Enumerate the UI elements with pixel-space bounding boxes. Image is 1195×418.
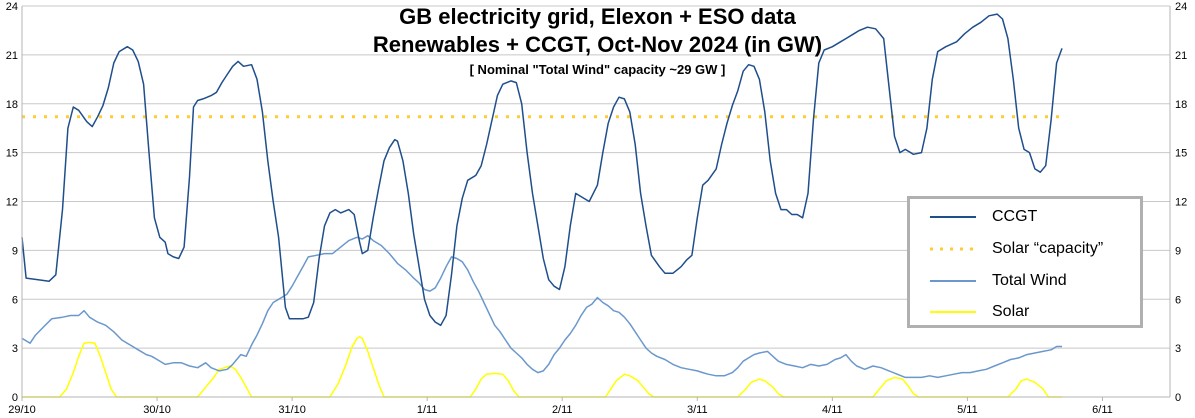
legend-item-solar-capacity: Solar “capacity”	[928, 239, 1103, 259]
y-tick-label-left: 12	[6, 197, 18, 209]
y-tick-label-left: 18	[6, 99, 18, 111]
chart-note: [ Nominal "Total Wind" capacity ~29 GW ]	[469, 62, 726, 77]
y-tick-labels-left: 0 3 6 9 12 15 18 21 24	[6, 1, 18, 404]
x-tick-label: 1/11	[417, 404, 438, 416]
y-tick-label-left: 6	[12, 294, 18, 306]
y-tick-label-left: 24	[6, 1, 18, 13]
y-tick-label-right: 18	[1175, 99, 1187, 111]
legend-label-solar: Solar	[992, 303, 1030, 320]
x-tick-label: 3/11	[687, 404, 708, 416]
legend-label-total-wind: Total Wind	[992, 272, 1067, 289]
y-tick-label-right: 3	[1175, 343, 1181, 355]
legend-item-solar: Solar	[928, 302, 1029, 322]
y-tick-label-left: 15	[6, 148, 18, 160]
x-tick-label: 5/11	[957, 404, 978, 416]
chart-subtitle: Renewables + CCGT, Oct-Nov 2024 (in GW)	[372, 32, 823, 57]
x-tick-label: 29/10	[8, 404, 36, 416]
legend: CCGT Solar “capacity” Total Wind Solar	[907, 196, 1143, 328]
y-tick-label-right: 9	[1175, 245, 1181, 257]
grid-lines	[22, 5, 1170, 398]
legend-item-ccgt: CCGT	[928, 207, 1037, 227]
x-tick-labels: 29/10 30/10 31/10 1/11 2/11 3/11 4/11 5/11 6/11	[8, 404, 1113, 416]
x-tick-label: 31/10	[278, 404, 306, 416]
y-tick-label-right: 15	[1175, 148, 1187, 160]
series-ccgt-line	[21, 13, 1063, 327]
series-group	[21, 13, 1063, 398]
legend-item-total-wind: Total Wind	[928, 271, 1067, 291]
y-tick-label-right: 21	[1175, 50, 1187, 62]
y-tick-label-right: 24	[1175, 1, 1187, 13]
y-tick-label-right: 12	[1175, 197, 1187, 209]
series-total-wind-line	[21, 234, 1062, 379]
y-tick-label-right: 6	[1175, 294, 1181, 306]
y-tick-label-left: 0	[12, 392, 18, 404]
y-tick-label-left: 3	[12, 343, 18, 355]
y-tick-label-left: 9	[12, 245, 18, 257]
legend-label-ccgt: CCGT	[992, 208, 1038, 225]
x-tick-label: 2/11	[552, 404, 573, 416]
chart-title: GB electricity grid, Elexon + ESO data	[399, 4, 796, 29]
x-tick-label: 30/10	[143, 404, 171, 416]
axes	[21, 6, 1171, 401]
y-tick-label-right: 0	[1175, 392, 1181, 404]
y-tick-label-left: 21	[6, 50, 18, 62]
x-tick-label: 6/11	[1092, 404, 1113, 416]
x-tick-label: 4/11	[822, 404, 843, 416]
y-tick-labels-right: 0 3 6 9 12 15 18 21 24	[1175, 1, 1187, 404]
series-solar-line	[22, 335, 1062, 398]
legend-label-solar-capacity: Solar “capacity”	[992, 240, 1104, 257]
